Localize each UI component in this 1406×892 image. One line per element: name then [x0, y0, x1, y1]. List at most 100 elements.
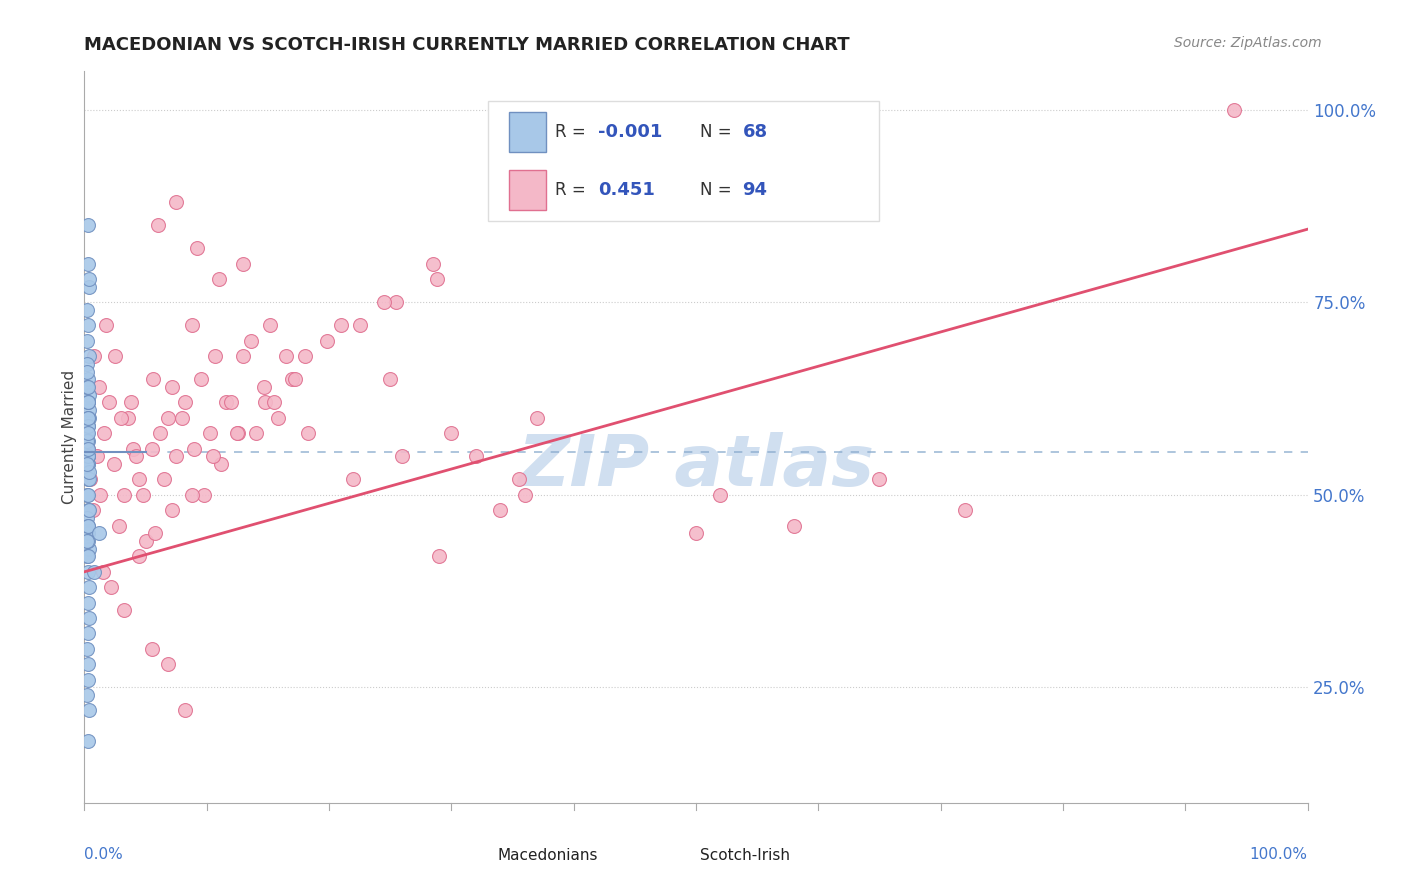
Point	[232, 257, 254, 271]
Point	[77, 657, 100, 672]
Point	[77, 380, 100, 394]
Point	[426, 272, 449, 286]
Point	[86, 450, 108, 464]
Point	[77, 541, 100, 556]
Point	[76, 303, 98, 318]
Point	[215, 395, 238, 409]
Point	[77, 488, 100, 502]
Point	[146, 219, 169, 233]
Point	[330, 318, 353, 333]
Point	[263, 395, 285, 409]
Point	[77, 372, 100, 386]
Point	[201, 450, 224, 464]
Point	[141, 442, 163, 456]
Point	[76, 442, 98, 456]
Point	[193, 488, 215, 502]
Point	[103, 457, 125, 471]
Point	[91, 565, 114, 579]
Point	[76, 426, 98, 441]
Point	[142, 372, 165, 386]
Point	[76, 434, 98, 448]
Point	[391, 450, 413, 464]
Point	[208, 272, 231, 286]
Point	[112, 488, 135, 502]
Point	[1223, 103, 1246, 117]
FancyBboxPatch shape	[451, 844, 491, 867]
Point	[77, 388, 100, 402]
Point	[117, 410, 139, 425]
Point	[77, 442, 100, 456]
Point	[77, 518, 100, 533]
Point	[76, 641, 98, 656]
Point	[165, 195, 187, 210]
Point	[77, 442, 100, 456]
Point	[173, 395, 195, 409]
Point	[153, 472, 176, 486]
Point	[76, 488, 98, 502]
Text: ZIP atlas: ZIP atlas	[517, 432, 875, 500]
Point	[254, 395, 277, 409]
Text: Scotch-Irish: Scotch-Irish	[700, 848, 790, 863]
Point	[76, 465, 98, 479]
Point	[77, 395, 100, 409]
Point	[422, 257, 444, 271]
Point	[869, 472, 891, 486]
FancyBboxPatch shape	[509, 112, 546, 152]
Point	[77, 673, 100, 687]
Point	[953, 503, 976, 517]
Point	[76, 511, 98, 525]
Point	[266, 410, 288, 425]
Point	[125, 450, 148, 464]
Point	[526, 410, 548, 425]
Point	[709, 488, 731, 502]
Point	[76, 549, 98, 564]
Point	[87, 526, 110, 541]
Point	[120, 395, 142, 409]
Point	[76, 442, 98, 456]
Point	[77, 503, 100, 517]
Point	[165, 450, 187, 464]
Point	[143, 526, 166, 541]
Y-axis label: Currently Married: Currently Married	[62, 370, 77, 504]
FancyBboxPatch shape	[509, 170, 546, 211]
Point	[228, 426, 250, 441]
Point	[128, 472, 150, 486]
Point	[464, 450, 486, 464]
Point	[440, 426, 463, 441]
Point	[77, 734, 100, 748]
Point	[110, 410, 132, 425]
Point	[190, 372, 212, 386]
Point	[77, 450, 100, 464]
FancyBboxPatch shape	[654, 844, 692, 867]
Point	[77, 465, 100, 479]
Point	[76, 457, 98, 471]
Point	[162, 503, 184, 517]
Point	[297, 426, 319, 441]
Point	[76, 357, 98, 371]
Point	[93, 426, 115, 441]
Point	[77, 219, 100, 233]
Point	[349, 318, 371, 333]
Point	[77, 450, 100, 464]
Text: 94: 94	[742, 181, 768, 199]
Point	[315, 334, 337, 348]
Point	[783, 518, 806, 533]
Point	[76, 380, 98, 394]
Text: N =: N =	[700, 123, 737, 141]
Point	[508, 472, 530, 486]
Point	[132, 488, 155, 502]
Point	[77, 611, 100, 625]
Point	[226, 426, 249, 441]
Point	[209, 457, 232, 471]
Point	[77, 503, 100, 517]
Point	[77, 318, 100, 333]
Point	[385, 295, 408, 310]
Point	[183, 442, 205, 456]
Point	[141, 641, 163, 656]
Point	[259, 318, 281, 333]
Point	[77, 418, 100, 433]
Point	[77, 410, 100, 425]
Point	[77, 580, 100, 594]
Point	[77, 565, 100, 579]
Point	[83, 349, 105, 363]
